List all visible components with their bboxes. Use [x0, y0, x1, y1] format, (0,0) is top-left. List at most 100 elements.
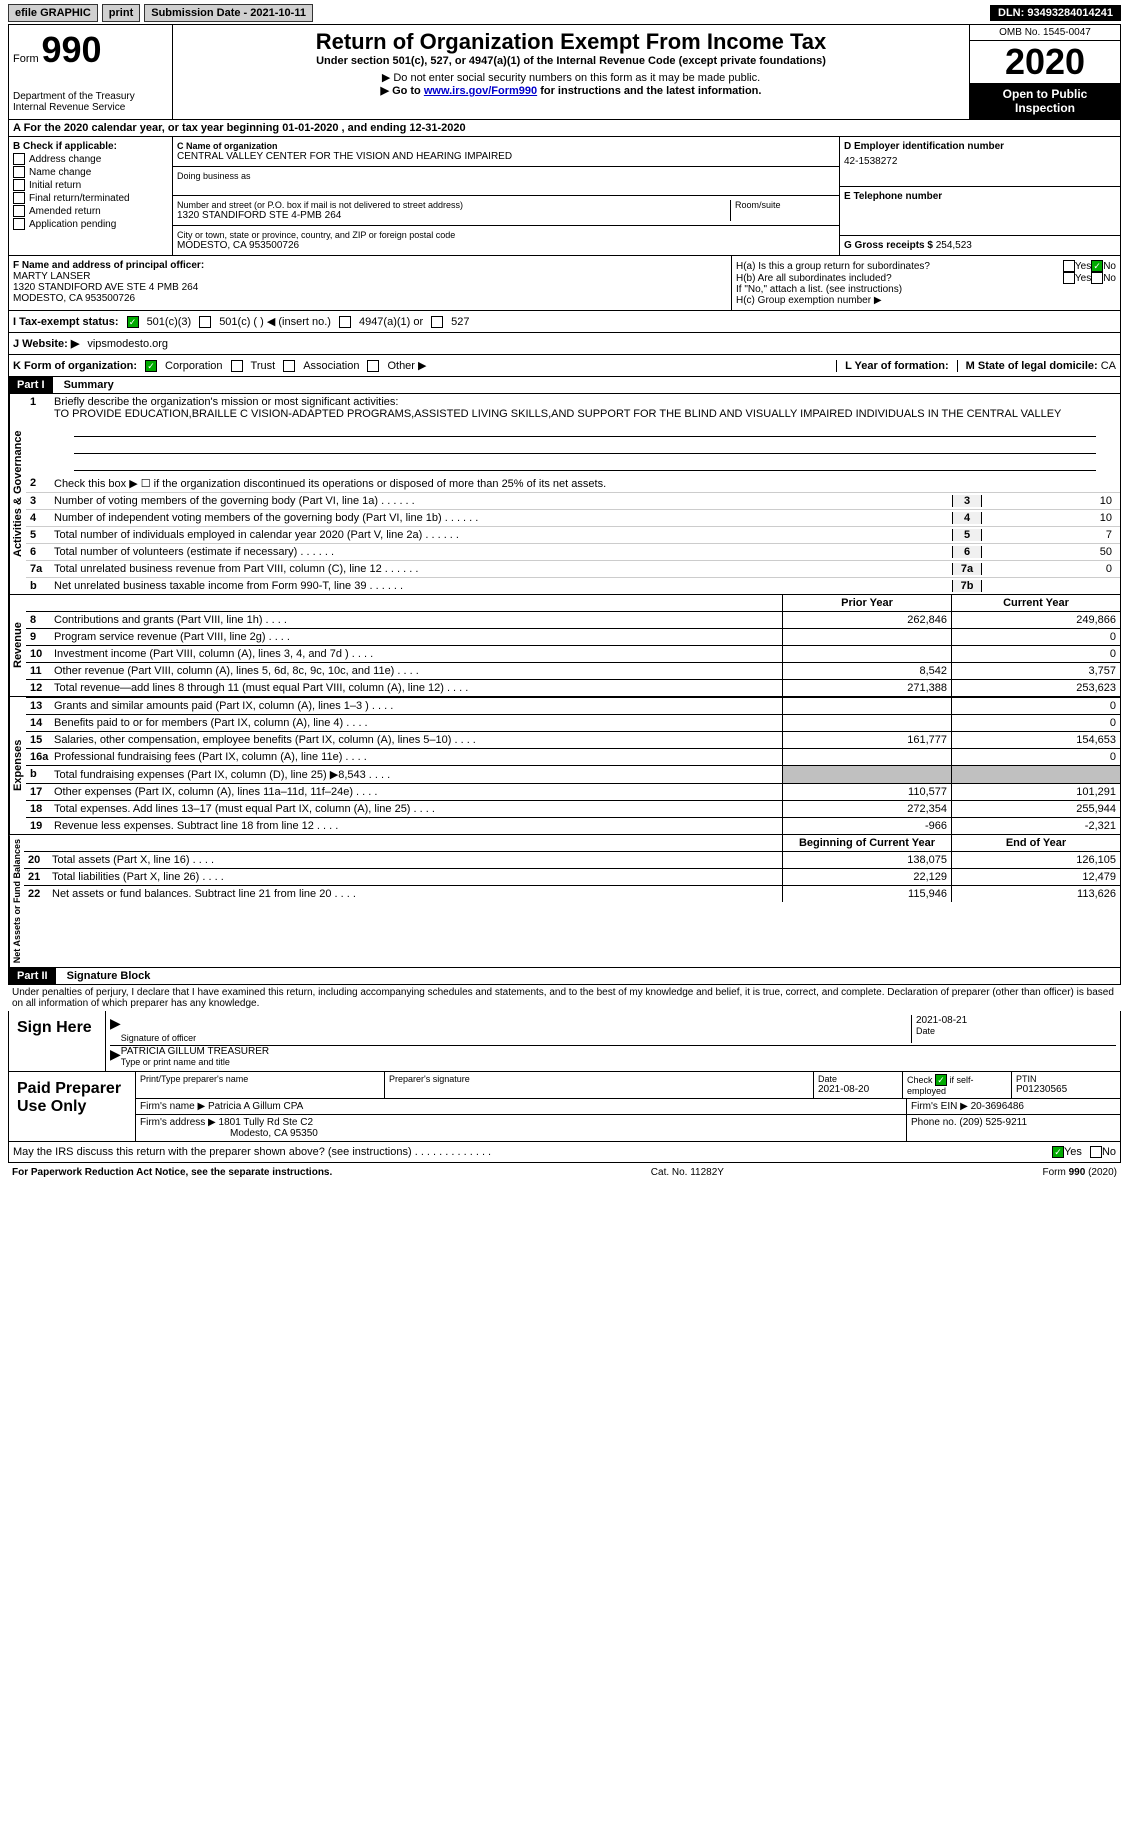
prep-sig-label: Preparer's signature [389, 1074, 809, 1084]
line-text: Total unrelated business revenue from Pa… [54, 563, 952, 575]
officer-addr2: MODESTO, CA 953500726 [13, 293, 727, 304]
line-text: Net unrelated business taxable income fr… [54, 580, 952, 592]
line-text: Total assets (Part X, line 16) . . . . [52, 854, 778, 866]
hb-yes-checkbox[interactable] [1063, 272, 1075, 284]
line1-label: Briefly describe the organization's miss… [54, 396, 398, 408]
ptin-label: PTIN [1016, 1074, 1116, 1084]
form-note1: ▶ Do not enter social security numbers o… [177, 71, 965, 84]
line-num: 19 [30, 820, 54, 832]
line-value: 7 [982, 529, 1116, 541]
trust-checkbox[interactable] [231, 360, 243, 372]
line-num: 18 [30, 803, 54, 815]
line-text: Total expenses. Add lines 13–17 (must eq… [54, 803, 778, 815]
b-checkbox[interactable] [13, 205, 25, 217]
b-item-label: Application pending [29, 219, 116, 230]
prior-value: 115,946 [782, 886, 951, 902]
irs-link[interactable]: www.irs.gov/Form990 [424, 85, 537, 97]
hb-no-checkbox[interactable] [1091, 272, 1103, 284]
line-num: 20 [28, 854, 52, 866]
boy-header: Beginning of Current Year [782, 835, 951, 851]
b-checkbox[interactable] [13, 153, 25, 165]
phone-value: (209) 525-9211 [959, 1117, 1027, 1128]
k-label: K Form of organization: [13, 360, 137, 372]
topbar: efile GRAPHIC print Submission Date - 20… [8, 4, 1121, 22]
self-emp-checkbox[interactable]: ✓ [935, 1074, 947, 1086]
ha-no-checkbox[interactable]: ✓ [1091, 260, 1103, 272]
prior-value: 161,777 [782, 732, 951, 748]
line2-text: Check this box ▶ ☐ if the organization d… [54, 477, 1116, 490]
line-num: 15 [30, 734, 54, 746]
line-box: 7a [952, 563, 982, 575]
line-text: Net assets or fund balances. Subtract li… [52, 888, 778, 900]
discuss-yes-checkbox[interactable]: ✓ [1052, 1146, 1064, 1158]
b-item-label: Name change [29, 167, 91, 178]
line-num: 14 [30, 717, 54, 729]
street-value: 1320 STANDIFORD STE 4-PMB 264 [177, 210, 730, 221]
line-text: Total liabilities (Part X, line 26) . . … [52, 871, 778, 883]
line-num: b [30, 580, 54, 592]
line-text: Total number of volunteers (estimate if … [54, 546, 952, 558]
discuss-row: May the IRS discuss this return with the… [8, 1142, 1121, 1163]
sign-here-label: Sign Here [9, 1011, 106, 1071]
name-title-value: PATRICIA GILLUM TREASURER [121, 1046, 1116, 1057]
b-checkbox[interactable] [13, 192, 25, 204]
prior-value: 262,846 [782, 612, 951, 628]
sig-date: 2021-08-21 [916, 1015, 1116, 1026]
footer: For Paperwork Reduction Act Notice, see … [8, 1163, 1121, 1182]
line-num: 11 [30, 665, 54, 677]
corp-checkbox[interactable]: ✓ [145, 360, 157, 372]
current-year-header: Current Year [951, 595, 1120, 611]
arrow-icon: ▶ [110, 1046, 121, 1067]
current-value: 154,653 [951, 732, 1120, 748]
line-num: 13 [30, 700, 54, 712]
discuss-no-checkbox[interactable] [1090, 1146, 1102, 1158]
print-button[interactable]: print [102, 4, 140, 22]
org-name: CENTRAL VALLEY CENTER FOR THE VISION AND… [177, 151, 835, 162]
b-checkbox[interactable] [13, 166, 25, 178]
other-checkbox[interactable] [367, 360, 379, 372]
revenue-section: Revenue Prior Year Current Year 8Contrib… [8, 595, 1121, 697]
line-value: 10 [982, 495, 1116, 507]
website-row: J Website: ▶ vipsmodesto.org [8, 333, 1121, 355]
firm-ein-label: Firm's EIN ▶ [911, 1101, 968, 1112]
prior-value: 271,388 [782, 680, 951, 696]
efile-button[interactable]: efile GRAPHIC [8, 4, 98, 22]
527-checkbox[interactable] [431, 316, 443, 328]
4947-checkbox[interactable] [339, 316, 351, 328]
line-text: Total revenue—add lines 8 through 11 (mu… [54, 682, 778, 694]
assoc-checkbox[interactable] [283, 360, 295, 372]
line-num: 7a [30, 563, 54, 575]
prior-value [782, 698, 951, 714]
form-note2: ▶ Go to www.irs.gov/Form990 for instruct… [177, 84, 965, 97]
501c-checkbox[interactable] [199, 316, 211, 328]
b-checkbox[interactable] [13, 179, 25, 191]
form-title: Return of Organization Exempt From Incom… [177, 29, 965, 55]
b-checkbox[interactable] [13, 218, 25, 230]
prior-value: 22,129 [782, 869, 951, 885]
b-item-label: Final return/terminated [29, 193, 130, 204]
line-num: 22 [28, 888, 52, 900]
current-value: 0 [951, 715, 1120, 731]
prior-value [782, 629, 951, 645]
line-text: Professional fundraising fees (Part IX, … [54, 751, 778, 763]
line-num: b [30, 768, 54, 781]
room-label: Room/suite [735, 200, 835, 210]
footer-right: Form 990 (2020) [1043, 1167, 1117, 1178]
ha-yes-checkbox[interactable] [1063, 260, 1075, 272]
line-num: 16a [30, 751, 54, 763]
current-value: 0 [951, 698, 1120, 714]
officer-addr1: 1320 STANDIFORD AVE STE 4 PMB 264 [13, 282, 727, 293]
tax-year: 2020 [970, 41, 1120, 83]
prior-value [782, 749, 951, 765]
section-fh: F Name and address of principal officer:… [8, 256, 1121, 311]
prior-value: 8,542 [782, 663, 951, 679]
l-label: L Year of formation: [836, 360, 949, 372]
b-item-label: Initial return [29, 180, 81, 191]
line-box: 4 [952, 512, 982, 524]
501c3-checkbox[interactable]: ✓ [127, 316, 139, 328]
line-num: 3 [30, 495, 54, 507]
f-label: F Name and address of principal officer: [13, 260, 727, 271]
section-bcdeg: B Check if applicable: Address changeNam… [8, 137, 1121, 256]
ptin-value: P01230565 [1016, 1084, 1116, 1095]
expenses-section: Expenses 13Grants and similar amounts pa… [8, 697, 1121, 835]
